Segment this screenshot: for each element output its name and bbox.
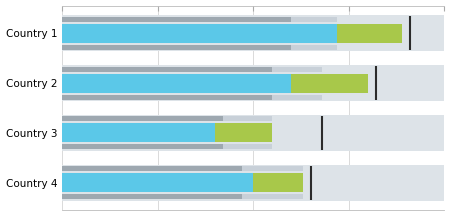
- Bar: [62, 145, 223, 149]
- Bar: [272, 95, 322, 100]
- Bar: [62, 15, 445, 51]
- Bar: [62, 194, 242, 199]
- Bar: [223, 116, 272, 121]
- Bar: [62, 115, 445, 151]
- Bar: [62, 65, 445, 101]
- Bar: [62, 167, 242, 172]
- Bar: [338, 24, 402, 43]
- Bar: [292, 17, 338, 22]
- Bar: [62, 95, 272, 100]
- Bar: [292, 73, 368, 92]
- Bar: [62, 67, 272, 71]
- Bar: [62, 73, 292, 92]
- Bar: [62, 24, 338, 43]
- Bar: [242, 167, 303, 172]
- Bar: [62, 165, 445, 201]
- Bar: [62, 17, 292, 22]
- Bar: [223, 145, 272, 149]
- Bar: [253, 173, 303, 192]
- Bar: [62, 44, 292, 49]
- Bar: [242, 194, 303, 199]
- Bar: [272, 67, 322, 71]
- Bar: [62, 173, 253, 192]
- Bar: [62, 124, 215, 143]
- Bar: [62, 116, 223, 121]
- Bar: [292, 44, 338, 49]
- Bar: [215, 124, 272, 143]
